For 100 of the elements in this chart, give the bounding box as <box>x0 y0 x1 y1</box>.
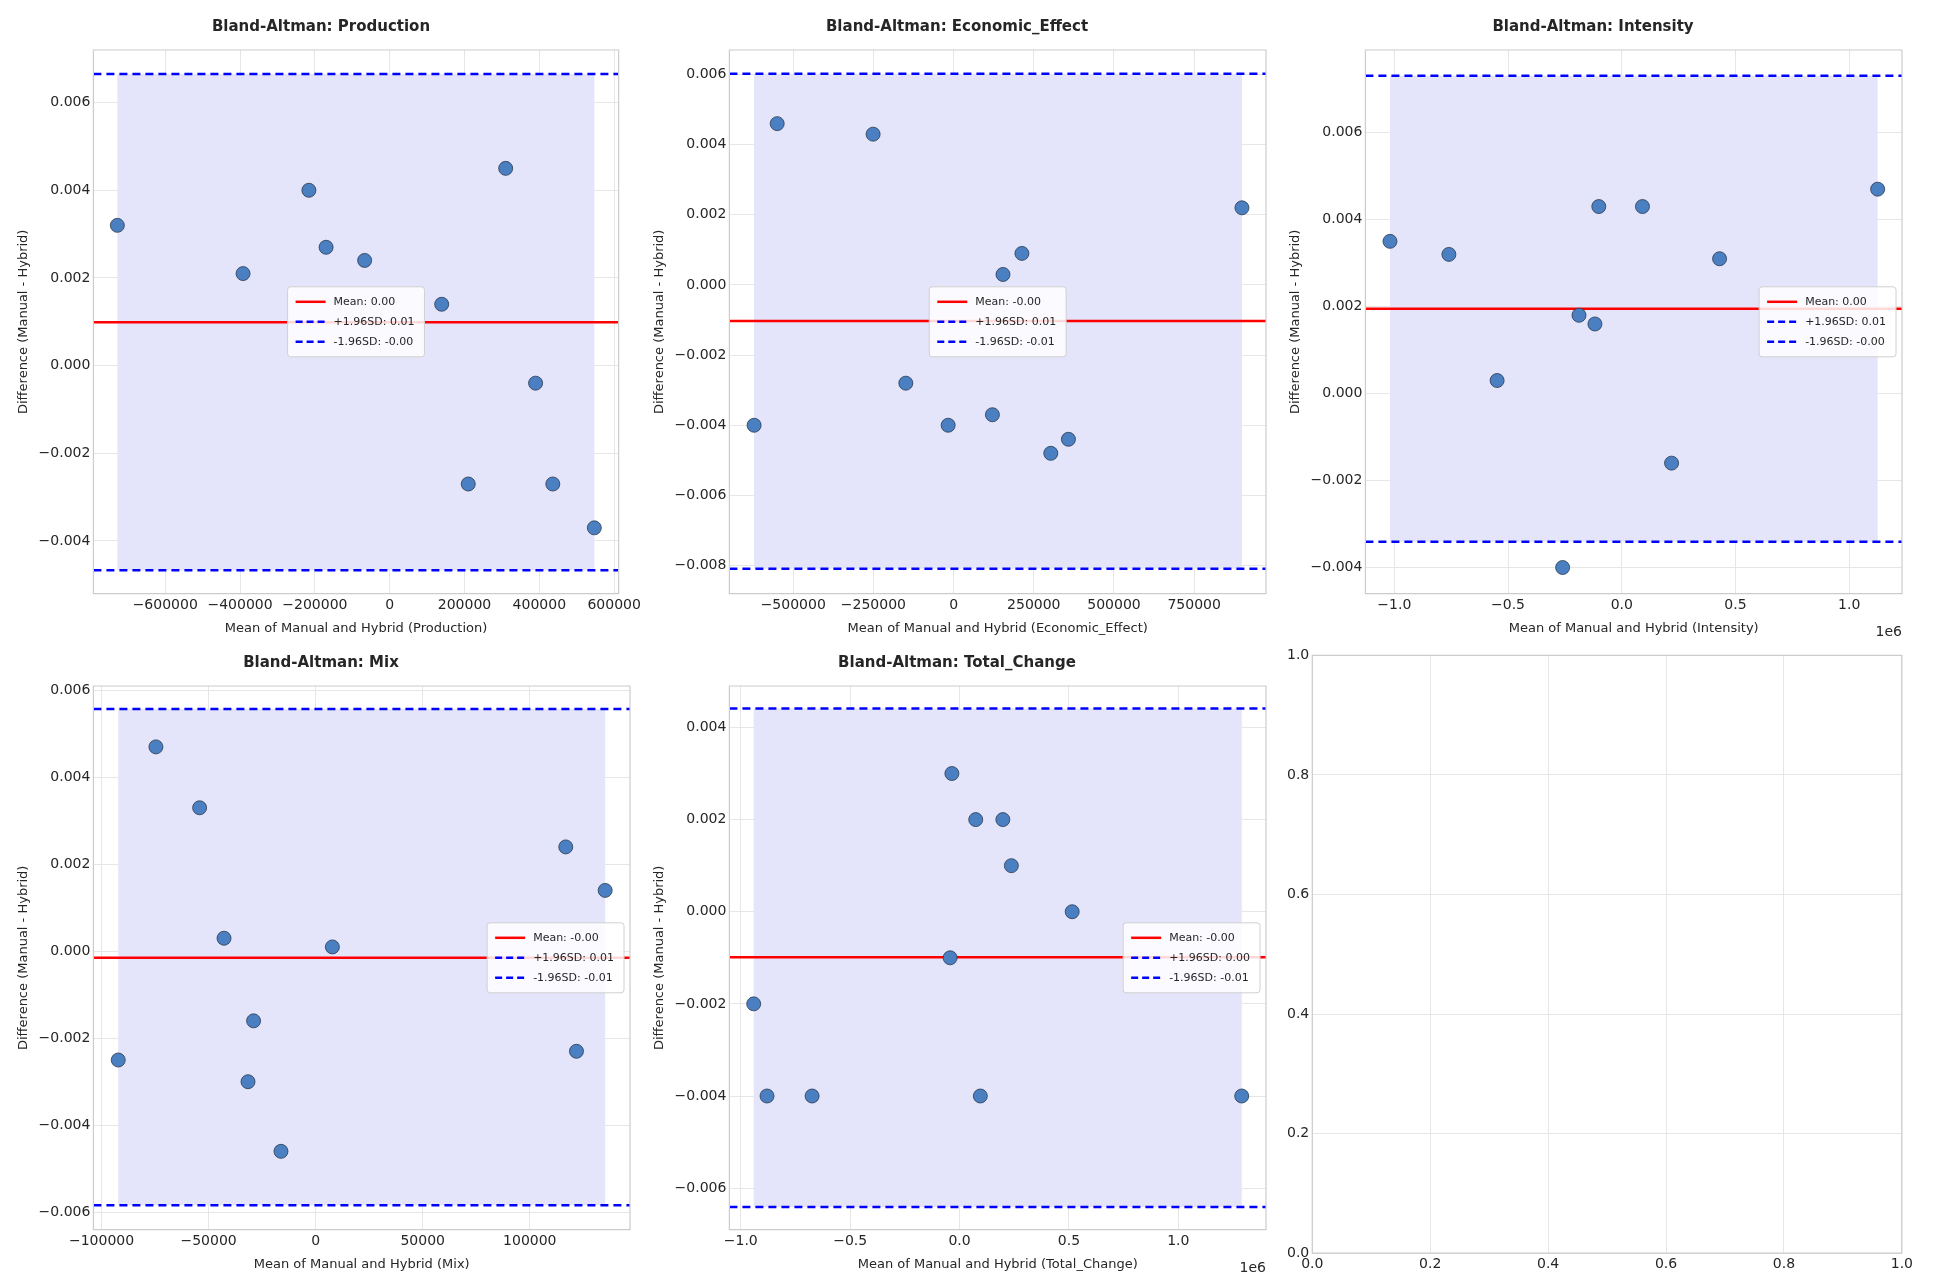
y-tick-label: −0.008 <box>674 556 727 573</box>
x-tick-label: 250000 <box>1007 595 1061 612</box>
y-tick-label: −0.002 <box>38 443 91 460</box>
y-tick-label: 0.006 <box>1322 123 1363 140</box>
point <box>240 1074 256 1090</box>
point <box>597 882 613 898</box>
x-axis-title: Mean of Manual and Hybrid (Mix) <box>253 1255 470 1271</box>
legend-label: -1.96SD: -0.00 <box>1805 334 1885 348</box>
point <box>1712 251 1727 267</box>
point <box>528 375 543 391</box>
y-axis-title: Difference (Manual - Hybrid) <box>651 865 667 1051</box>
chart-title: Bland-Altman: Total_Change <box>838 652 1076 671</box>
point <box>324 939 340 955</box>
point <box>1061 431 1076 447</box>
y-tick-label: 0.000 <box>50 941 91 958</box>
point <box>148 739 164 755</box>
x-tick-label: 0 <box>949 595 959 612</box>
point <box>545 476 561 492</box>
y-tick-label: 1.0 <box>1287 646 1310 663</box>
y-axis-title: Difference (Manual - Hybrid) <box>15 865 31 1051</box>
y-tick-label: 0.8 <box>1287 765 1310 782</box>
point <box>357 253 373 268</box>
y-axis-title: Difference (Manual - Hybrid) <box>1287 229 1303 415</box>
y-tick-label: 0.002 <box>1322 297 1363 314</box>
legend-label: +1.96SD: 0.00 <box>1169 950 1250 964</box>
y-tick-label: 0.004 <box>50 180 91 197</box>
point <box>460 476 476 492</box>
point <box>1555 560 1571 575</box>
point <box>1014 246 1030 261</box>
x-tick-label: 0 <box>385 595 395 612</box>
x-tick-label: 500000 <box>1087 595 1141 612</box>
y-axis-title: Difference (Manual - Hybrid) <box>15 229 31 415</box>
point <box>1234 200 1250 216</box>
point <box>995 812 1011 827</box>
legend-label: +1.96SD: 0.01 <box>533 950 614 964</box>
x-axis-title: Mean of Manual and Hybrid (Total_Change) <box>857 1255 1138 1271</box>
x-tick-label: −1.0 <box>723 1231 758 1248</box>
y-tick-label: 0.000 <box>686 902 727 919</box>
x-tick-label: 0.2 <box>1419 1255 1442 1272</box>
x-tick-label: 600000 <box>587 595 641 612</box>
point <box>940 417 956 433</box>
legend-label: Mean: -0.00 <box>975 294 1041 308</box>
text: 1e6 <box>1239 1259 1267 1276</box>
y-tick-label: −0.004 <box>1310 558 1363 575</box>
y-tick-label: −0.004 <box>38 531 91 548</box>
x-tick-label: 1.0 <box>1890 1255 1913 1272</box>
y-tick-label: 0.004 <box>686 718 727 735</box>
point <box>1591 199 1607 214</box>
legend-label: -1.96SD: -0.01 <box>1169 970 1249 984</box>
point <box>769 116 785 132</box>
x-tick-label: 0.8 <box>1772 1255 1796 1272</box>
point <box>192 800 208 816</box>
legend-label: Mean: -0.00 <box>533 930 599 944</box>
point <box>498 160 514 176</box>
point <box>1043 445 1059 461</box>
legend-label: -1.96SD: -0.01 <box>533 970 613 984</box>
point <box>558 839 574 855</box>
x-tick-label: −0.5 <box>1491 595 1526 612</box>
x-tick-label: 0.4 <box>1536 1255 1560 1272</box>
x-tick-label: −250000 <box>840 595 907 612</box>
point <box>746 417 762 433</box>
y-tick-label: −0.002 <box>38 1028 91 1045</box>
x-tick-label: −600000 <box>132 595 198 612</box>
x-tick-label: 0.5 <box>1057 1231 1081 1248</box>
point <box>1382 233 1398 249</box>
point <box>759 1088 775 1104</box>
x-tick-label: 50000 <box>400 1231 445 1248</box>
y-tick-label: 0.000 <box>686 275 727 292</box>
y-tick-label: −0.002 <box>674 345 727 362</box>
point <box>968 812 984 827</box>
y-tick-label: −0.004 <box>674 415 727 432</box>
text: 1e6 <box>1875 623 1903 640</box>
point <box>1489 373 1505 388</box>
point <box>804 1088 820 1104</box>
point <box>1635 199 1650 214</box>
x-tick-label: 0 <box>311 1231 321 1248</box>
legend-label: -1.96SD: -0.01 <box>975 334 1055 348</box>
point <box>434 296 450 312</box>
y-tick-label: 0.004 <box>686 135 727 152</box>
chart-title: Bland-Altman: Intensity <box>1492 16 1694 35</box>
x-tick-label: 1.0 <box>1167 1231 1190 1248</box>
y-tick-label: −0.006 <box>674 486 727 503</box>
point <box>898 375 914 391</box>
y-tick-label: −0.004 <box>674 1086 727 1103</box>
point <box>1441 246 1457 262</box>
y-tick-label: 0.002 <box>686 205 727 222</box>
point <box>301 182 317 198</box>
x-tick-label: −0.5 <box>833 1231 868 1248</box>
x-axis-title: Mean of Manual and Hybrid (Economic_Effect) <box>847 619 1148 635</box>
point <box>985 407 1000 423</box>
y-tick-label: 0.000 <box>1322 384 1363 401</box>
point <box>746 996 762 1012</box>
x-tick-label: 750000 <box>1167 595 1221 612</box>
y-tick-label: −0.004 <box>38 1115 91 1132</box>
point <box>995 267 1011 282</box>
x-tick-label: 0.6 <box>1654 1255 1678 1272</box>
point <box>1664 455 1679 471</box>
x-axis-title: Mean of Manual and Hybrid (Intensity) <box>1508 619 1759 635</box>
y-tick-label: 0.006 <box>50 680 91 697</box>
point <box>318 239 334 255</box>
